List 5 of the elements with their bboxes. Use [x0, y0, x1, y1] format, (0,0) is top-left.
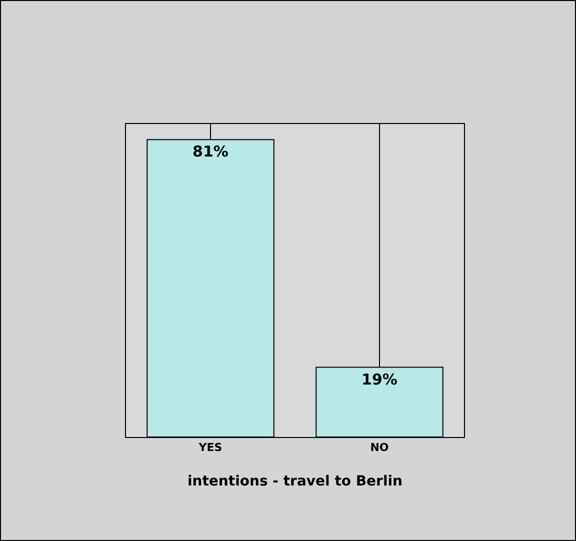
x-tick-label: NO: [370, 441, 389, 454]
data-label: 19%: [362, 370, 398, 388]
data-label: 81%: [192, 142, 228, 161]
x-axis-title: intentions - travel to Berlin: [187, 474, 403, 490]
x-tick-label: YES: [198, 441, 222, 454]
